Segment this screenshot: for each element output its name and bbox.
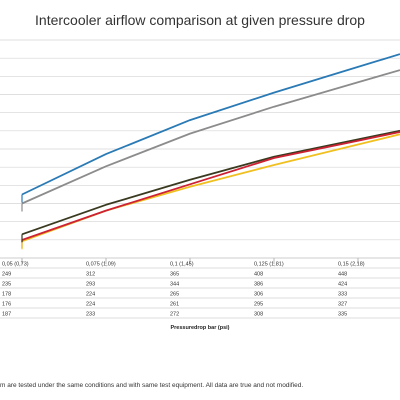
x-axis-label: Pressuredrop bar (psi) bbox=[171, 325, 230, 331]
table-cell: 306 bbox=[254, 292, 263, 298]
x-tick-label: 0,15 (2,18) bbox=[338, 262, 365, 268]
chart-title: Intercooler airflow comparison at given … bbox=[35, 12, 365, 28]
x-tick-label: 0,125 (1,81) bbox=[254, 262, 284, 268]
table-cell: 293 bbox=[86, 282, 95, 288]
table-cell: 344 bbox=[170, 282, 179, 288]
series-line-1 bbox=[21, 53, 400, 196]
footnote: m are tested under the same conditions a… bbox=[0, 382, 304, 389]
table-cell: 448 bbox=[338, 272, 347, 278]
x-tick-label: 0,075 (1,09) bbox=[86, 262, 116, 268]
x-tick-label: 0,05 (0,73) bbox=[2, 262, 29, 268]
table-cell: 176 bbox=[2, 302, 11, 308]
table-cell: 272 bbox=[170, 312, 179, 318]
table-cell: 187 bbox=[2, 312, 11, 318]
table-cell: 386 bbox=[254, 282, 263, 288]
table-cell: 424 bbox=[338, 282, 347, 288]
table-cell: 333 bbox=[338, 292, 347, 298]
table-cell: 312 bbox=[86, 272, 95, 278]
table-cell: 261 bbox=[170, 302, 179, 308]
table-cell: 224 bbox=[86, 302, 95, 308]
series-line-5 bbox=[21, 129, 400, 236]
table-cell: 233 bbox=[86, 312, 95, 318]
table-cell: 335 bbox=[338, 312, 347, 318]
table-cell: 295 bbox=[254, 302, 263, 308]
series-line-3 bbox=[21, 131, 400, 241]
series-line-2 bbox=[21, 69, 400, 205]
table-cell: 249 bbox=[2, 272, 11, 278]
table-cell: 235 bbox=[2, 282, 11, 288]
series-line-4 bbox=[21, 133, 400, 243]
table-cell: 365 bbox=[170, 272, 179, 278]
table-cell: 408 bbox=[254, 272, 263, 278]
table-cell: 327 bbox=[338, 302, 347, 308]
x-tick-label: 0,1 (1,45) bbox=[170, 262, 194, 268]
table-cell: 224 bbox=[86, 292, 95, 298]
table-cell: 308 bbox=[254, 312, 263, 318]
table-cell: 178 bbox=[2, 292, 11, 298]
table-cell: 265 bbox=[170, 292, 179, 298]
